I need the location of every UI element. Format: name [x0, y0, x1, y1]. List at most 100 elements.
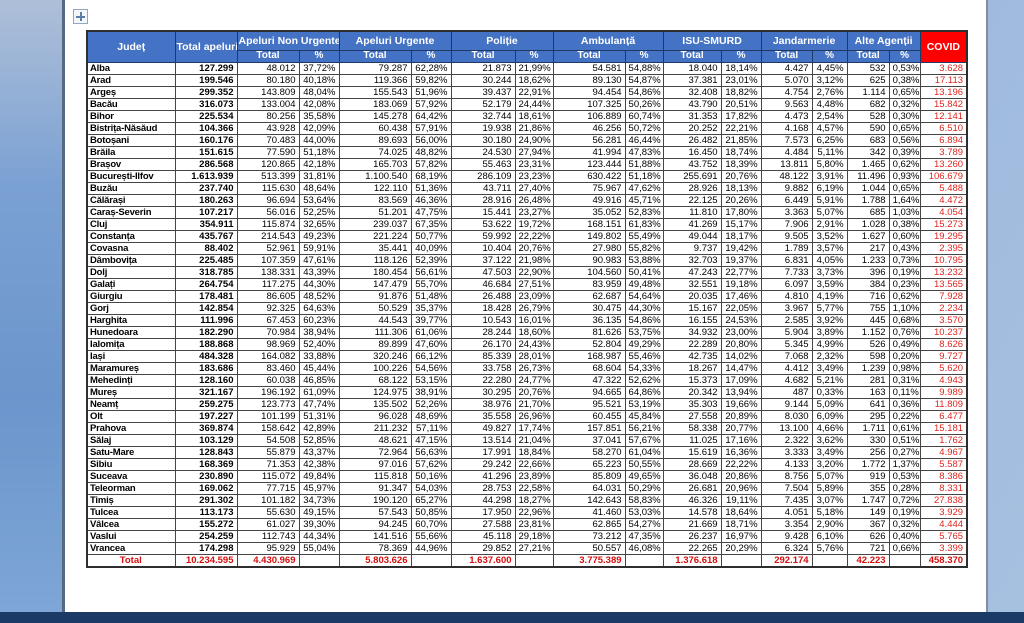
cell: 0,65%	[888, 121, 921, 135]
cell: 43.711	[450, 181, 516, 195]
table-row: Arad 199.546 80.180 40,18% 119.366 59,82% 30.2…	[86, 73, 968, 87]
cell: 291.302	[174, 493, 238, 507]
cell: 19.295	[919, 229, 968, 243]
cell: 66,12%	[410, 349, 452, 363]
cell: 0,65%	[888, 181, 921, 195]
cell: 103.129	[174, 433, 238, 447]
cell: 4.444	[919, 517, 968, 531]
cell: 44,96%	[410, 541, 452, 555]
cell: 445	[846, 313, 890, 327]
cell: 18,17%	[720, 229, 762, 243]
cell: 15.167	[662, 301, 722, 315]
cell: 49,48%	[624, 277, 664, 291]
cell: 458.370	[919, 553, 968, 567]
cell: 21,70%	[514, 397, 554, 411]
cell: 104.366	[174, 121, 238, 135]
cell: 74.025	[338, 145, 412, 159]
cell: 56,61%	[410, 265, 452, 279]
cell: 10.234.595	[174, 553, 238, 567]
cell: 40,09%	[410, 241, 452, 255]
cell: 295	[846, 409, 890, 423]
cell: 149	[846, 505, 890, 519]
cell: 18.428	[450, 301, 516, 315]
cell: 4.412	[760, 361, 813, 375]
cell: 73.212	[552, 529, 626, 543]
cell: 42,89%	[298, 421, 340, 435]
cell: 3.967	[760, 301, 813, 315]
table-container: Județ Total apeluri Apeluri Non Urgente …	[86, 30, 969, 568]
cell: 17.113	[919, 73, 968, 87]
table-row: Maramureș 183.686 83.460 45,44% 100.226 54,56…	[86, 361, 968, 375]
table-row: Buzău 237.740 115.630 48,64% 122.110 51,36% 43…	[86, 181, 968, 195]
cell: Mehedinți	[86, 373, 176, 387]
cell: 3,59%	[811, 277, 848, 291]
cell: 7.068	[760, 349, 813, 363]
cell: 8.626	[919, 337, 968, 351]
cell: 47.243	[662, 265, 722, 279]
cell: 30.244	[450, 73, 516, 87]
cell: 4.168	[760, 121, 813, 135]
cell: 641	[846, 397, 890, 411]
cell: 18,14%	[720, 61, 762, 75]
cell: 0,36%	[888, 397, 921, 411]
cell: Total	[86, 553, 176, 567]
cell: 29.852	[450, 541, 516, 555]
cell: 532	[846, 61, 890, 75]
cell: 133.004	[236, 97, 300, 111]
cell: Brăila	[86, 145, 176, 159]
cell: 57,62%	[410, 457, 452, 471]
subheader-pct: %	[624, 49, 664, 63]
cell: 47.322	[552, 373, 626, 387]
cell: 0,76%	[888, 325, 921, 339]
cell: 20,96%	[720, 481, 762, 495]
subheader-total: Total	[846, 49, 890, 63]
cell: 21,85%	[720, 133, 762, 147]
cell: 321.167	[174, 385, 238, 399]
cell: 145.278	[338, 109, 412, 123]
cell: 2,32%	[811, 349, 848, 363]
table-move-handle-icon[interactable]	[73, 9, 88, 24]
table-row: Caraș-Severin 107.217 56.016 52,25% 51.201 47…	[86, 205, 968, 219]
cell: 3.929	[919, 505, 968, 519]
cell: 7.928	[919, 289, 968, 303]
cell: 155.543	[338, 85, 412, 99]
cell: Galați	[86, 277, 176, 291]
cell: 22.280	[450, 373, 516, 387]
cell: 27,94%	[514, 145, 554, 159]
cell: 85.809	[552, 469, 626, 483]
cell: 682	[846, 97, 890, 111]
cell: 53,19%	[624, 397, 664, 411]
cell: 50,29%	[624, 481, 664, 495]
cell: 48,64%	[298, 181, 340, 195]
cell: 50,41%	[624, 265, 664, 279]
cell: 120.865	[236, 157, 300, 171]
cell: 62.865	[552, 517, 626, 531]
cell: 1,64%	[888, 193, 921, 207]
cell: 42,38%	[298, 457, 340, 471]
cell: 89.693	[338, 133, 412, 147]
cell: 49,15%	[298, 505, 340, 519]
cell: 52,40%	[298, 337, 340, 351]
cell: 13.565	[919, 277, 968, 291]
cell: 286.568	[174, 157, 238, 171]
cell: 44,00%	[298, 133, 340, 147]
cell: 54,87%	[624, 73, 664, 87]
cell: 55.630	[236, 505, 300, 519]
subheader-pct: %	[410, 49, 452, 63]
cell: 4.133	[760, 457, 813, 471]
cell: 369.874	[174, 421, 238, 435]
cell: 487	[760, 385, 813, 399]
cell: 52.961	[236, 241, 300, 255]
cell: 31.353	[662, 109, 722, 123]
cell: 18.040	[662, 61, 722, 75]
cell: 72.964	[338, 445, 412, 459]
cell: 22,58%	[514, 481, 554, 495]
cell: 4,45%	[811, 61, 848, 75]
cell: 15.441	[450, 205, 516, 219]
cell: 225.534	[174, 109, 238, 123]
cell: 54.581	[552, 61, 626, 75]
cell: 94.454	[552, 85, 626, 99]
cell: 157.851	[552, 421, 626, 435]
table-row: Bacău 316.073 133.004 42,08% 183.069 57,92% 52…	[86, 97, 968, 111]
cell: 8.386	[919, 469, 968, 483]
